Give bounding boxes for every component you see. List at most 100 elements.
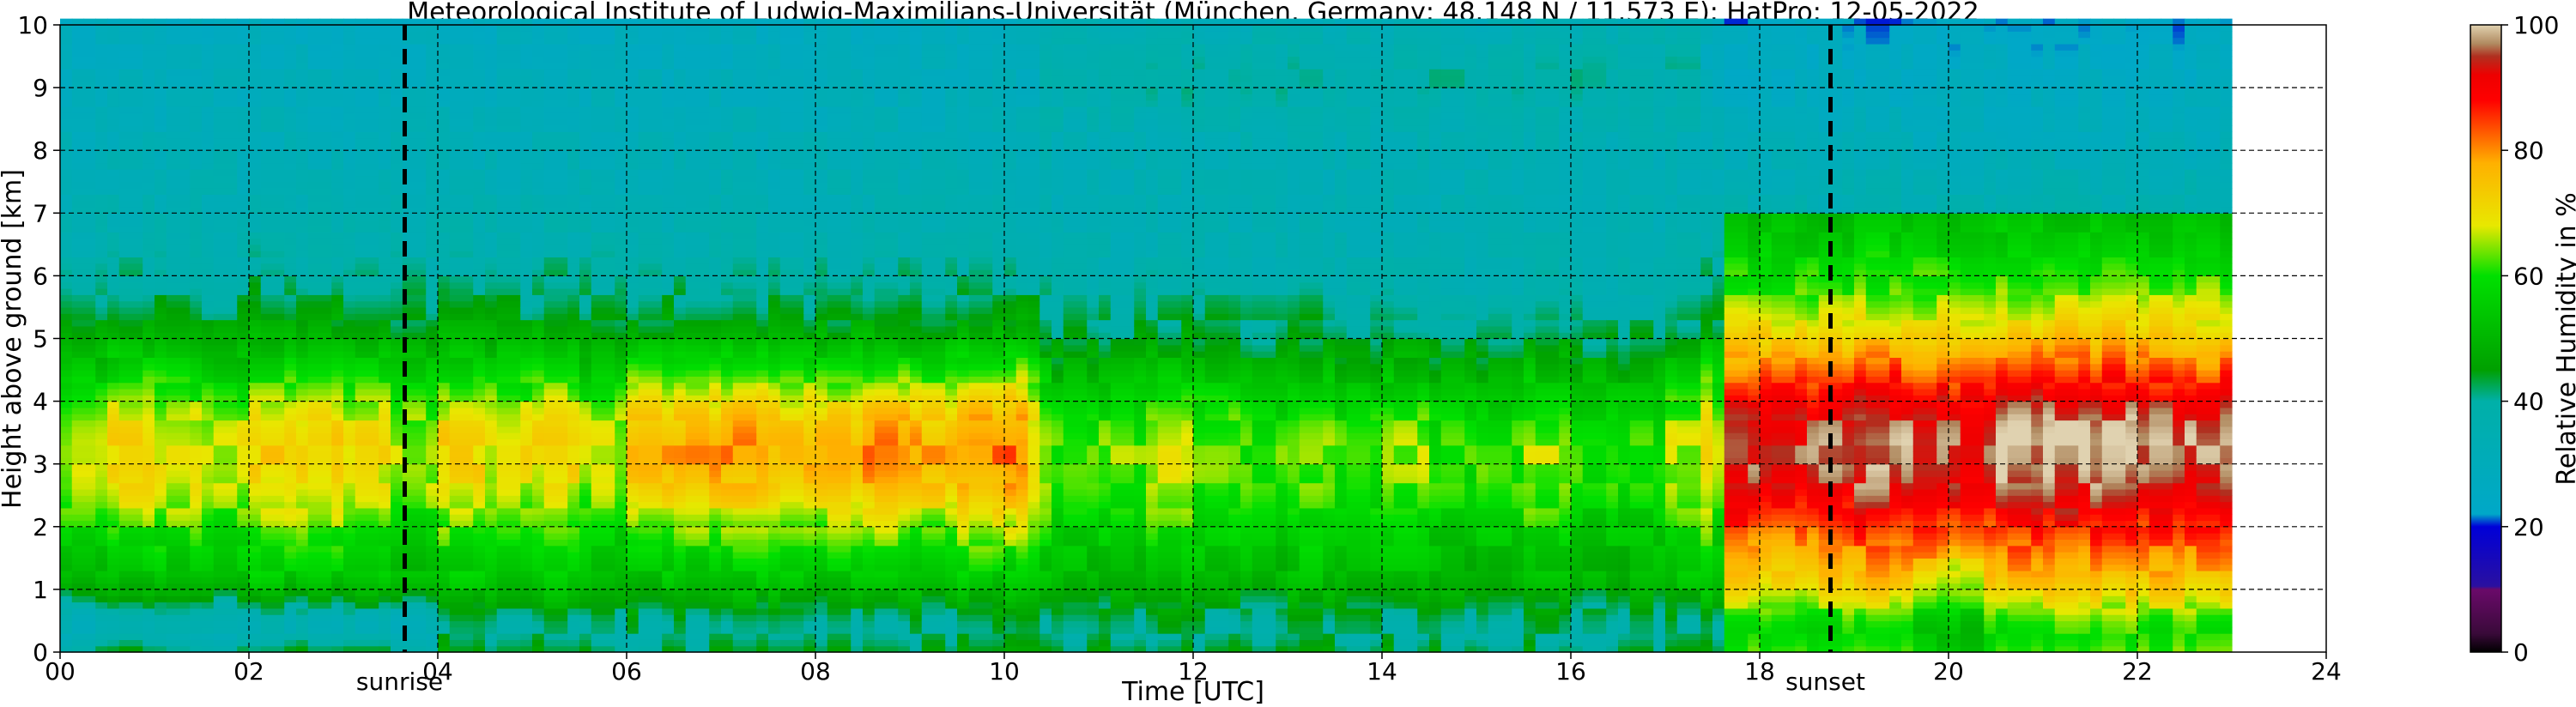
heatmap-cell	[307, 488, 321, 496]
heatmap-cell	[355, 577, 368, 584]
heatmap-cell	[130, 607, 143, 615]
heatmap-cell	[260, 232, 274, 239]
heatmap-cell	[567, 376, 580, 384]
heatmap-cell	[579, 564, 592, 571]
heatmap-cell	[71, 306, 85, 314]
heatmap-cell	[402, 219, 415, 227]
heatmap-cell	[166, 25, 179, 32]
heatmap-cell	[166, 94, 179, 101]
heatmap-cell	[367, 583, 379, 590]
heatmap-cell	[166, 488, 179, 496]
heatmap-cell	[118, 124, 132, 132]
heatmap-cell	[426, 388, 439, 396]
heatmap-cell	[155, 476, 167, 484]
heatmap-cell	[367, 432, 379, 440]
heatmap-cell	[107, 194, 120, 202]
heatmap-cell	[142, 118, 155, 126]
heatmap-cell	[555, 351, 568, 359]
heatmap-cell	[485, 526, 498, 534]
heatmap-cell	[379, 232, 391, 239]
heatmap-cell	[402, 131, 415, 139]
heatmap-cell	[520, 476, 533, 484]
heatmap-cell	[567, 539, 580, 547]
heatmap-cell	[118, 514, 132, 522]
heatmap-cell	[520, 633, 533, 640]
heatmap-cell	[343, 514, 356, 522]
heatmap-cell	[473, 213, 486, 221]
heatmap-cell	[543, 476, 557, 484]
heatmap-cell	[615, 200, 627, 208]
heatmap-cell	[343, 37, 356, 45]
heatmap-cell	[591, 501, 604, 509]
heatmap-cell	[95, 169, 108, 177]
heatmap-cell	[496, 88, 510, 95]
heatmap-cell	[296, 564, 309, 571]
heatmap-cell	[202, 31, 215, 39]
heatmap-cell	[355, 552, 368, 559]
heatmap-cell	[426, 31, 439, 39]
heatmap-cell	[615, 294, 627, 302]
heatmap-cell	[543, 269, 557, 276]
heatmap-cell	[107, 50, 120, 57]
heatmap-cell	[155, 50, 167, 57]
heatmap-cell	[178, 225, 191, 233]
heatmap-cell	[95, 589, 108, 596]
heatmap-cell	[130, 376, 143, 384]
heatmap-cell	[331, 414, 344, 421]
heatmap-cell	[249, 106, 262, 113]
heatmap-cell	[71, 169, 85, 177]
heatmap-cell	[438, 81, 451, 88]
heatmap-cell	[178, 232, 191, 239]
heatmap-cell	[496, 100, 510, 107]
heatmap-cell	[567, 257, 580, 264]
heatmap-cell	[520, 213, 533, 221]
heatmap-cell	[567, 589, 580, 596]
heatmap-cell	[414, 463, 427, 471]
heatmap-cell	[461, 533, 474, 541]
heatmap-cell	[249, 238, 262, 245]
heatmap-cell	[272, 251, 285, 258]
heatmap-cell	[130, 451, 143, 458]
heatmap-cell	[296, 432, 309, 440]
heatmap-cell	[591, 69, 604, 76]
heatmap-cell	[83, 633, 96, 640]
heatmap-cell	[627, 501, 639, 509]
heatmap-cell	[627, 294, 639, 302]
heatmap-cell	[627, 395, 639, 402]
heatmap-cell	[237, 420, 250, 427]
heatmap-cell	[307, 106, 321, 113]
heatmap-cell	[461, 131, 474, 139]
heatmap-cell	[567, 414, 580, 421]
heatmap-cell	[449, 564, 463, 571]
heatmap-cell	[355, 332, 368, 340]
heatmap-cell	[155, 539, 167, 547]
heatmap-cell	[331, 401, 344, 408]
heatmap-cell	[343, 482, 356, 490]
heatmap-cell	[367, 219, 379, 227]
heatmap-cell	[284, 539, 297, 547]
heatmap-cell	[391, 325, 403, 333]
heatmap-cell	[496, 482, 510, 490]
heatmap-cell	[508, 143, 521, 151]
heatmap-cell	[402, 533, 415, 541]
heatmap-cell	[178, 181, 191, 189]
heatmap-cell	[367, 175, 379, 183]
heatmap-cell	[473, 376, 486, 384]
heatmap-cell	[260, 131, 274, 139]
heatmap-cell	[603, 495, 615, 503]
heatmap-cell	[71, 539, 85, 547]
heatmap-cell	[461, 539, 474, 547]
heatmap-cell	[319, 420, 332, 427]
heatmap-cell	[461, 438, 474, 446]
heatmap-cell	[213, 583, 227, 590]
heatmap-cell	[202, 332, 215, 340]
heatmap-cell	[331, 118, 344, 126]
heatmap-cell	[449, 124, 463, 132]
heatmap-cell	[237, 407, 250, 414]
heatmap-cell	[379, 206, 391, 214]
heatmap-cell	[190, 633, 203, 640]
heatmap-cell	[190, 81, 203, 88]
heatmap-cell	[449, 194, 463, 202]
heatmap-cell	[367, 50, 379, 57]
heatmap-cell	[579, 338, 592, 346]
